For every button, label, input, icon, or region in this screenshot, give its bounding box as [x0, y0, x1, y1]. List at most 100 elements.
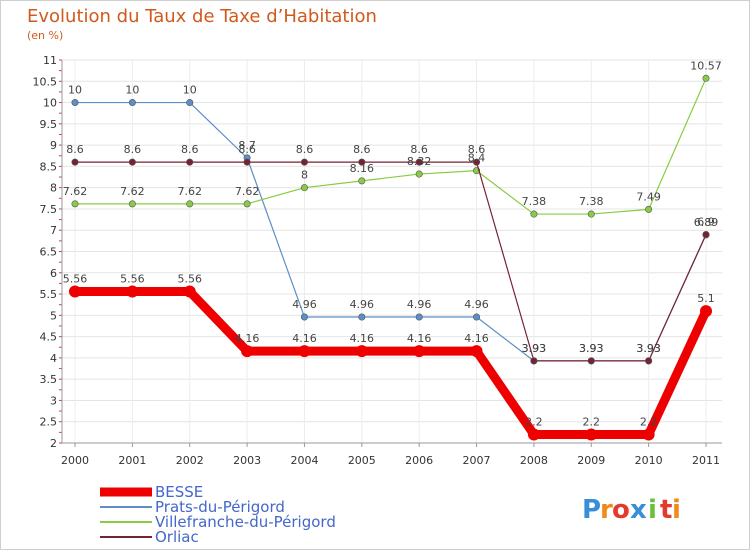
data-point	[358, 313, 366, 321]
data-point	[415, 313, 423, 321]
x-tick-label: 2007	[463, 454, 491, 467]
logo-letter: i	[672, 495, 681, 525]
data-point	[358, 177, 366, 185]
x-tick-label: 2009	[577, 454, 605, 467]
data-label: 4.96	[464, 298, 489, 311]
x-tick-label: 2001	[118, 454, 146, 467]
data-label: 5.56	[177, 273, 202, 286]
data-label: 3.93	[636, 342, 661, 355]
data-label: 7.62	[177, 185, 202, 198]
data-point	[645, 357, 653, 365]
data-point	[186, 99, 194, 107]
legend-label: Orliac	[155, 528, 199, 546]
data-label: 8.6	[181, 143, 199, 156]
data-label: 4.16	[464, 332, 489, 345]
x-tick-label: 2011	[692, 454, 720, 467]
data-point	[243, 200, 251, 208]
data-point	[241, 345, 254, 358]
y-tick-label: 5.5	[40, 288, 58, 301]
data-point	[71, 158, 79, 166]
legend-label: BESSE	[155, 483, 203, 501]
data-label: 4.16	[292, 332, 317, 345]
data-point	[300, 184, 308, 192]
data-label: 7.38	[579, 195, 604, 208]
data-label: 10.57	[690, 59, 722, 72]
data-label: 4.16	[407, 332, 432, 345]
data-label: 8.6	[238, 143, 256, 156]
x-tick-label: 2005	[348, 454, 376, 467]
y-tick-label: 4.5	[40, 331, 58, 344]
logo-letter: t	[660, 495, 672, 525]
y-tick-label: 7.5	[40, 203, 58, 216]
data-point	[702, 74, 710, 82]
series-line-besse	[70, 287, 711, 439]
y-tick-label: 6	[50, 267, 57, 280]
data-label: 7.49	[636, 190, 661, 203]
data-label: 3.93	[522, 342, 547, 355]
y-tick-label: 2	[50, 437, 57, 450]
data-label: 3.93	[522, 342, 547, 355]
x-tick-label: 2003	[233, 454, 261, 467]
logo-letter: P	[582, 495, 601, 525]
data-label: 6.9	[697, 215, 715, 228]
y-tick-label: 3.5	[40, 373, 58, 386]
data-point	[527, 428, 540, 441]
data-point	[126, 285, 139, 298]
data-label: 5.1	[697, 292, 715, 305]
data-label: 7.38	[522, 195, 547, 208]
y-tick-label: 6.5	[40, 246, 58, 259]
data-point	[585, 428, 598, 441]
data-label: 4.96	[407, 298, 432, 311]
data-label: 8.6	[124, 143, 142, 156]
data-point	[186, 200, 194, 208]
data-point	[530, 210, 538, 218]
data-label: 7.62	[63, 185, 88, 198]
logo-letter: o	[612, 495, 630, 525]
y-tick-label: 7	[50, 224, 57, 237]
y-tick-label: 9.5	[40, 118, 58, 131]
data-label: 8.4	[468, 152, 486, 165]
data-point	[587, 357, 595, 365]
data-label: 2.2	[640, 415, 658, 428]
data-point	[300, 158, 308, 166]
data-label: 8.6	[353, 143, 371, 156]
data-label: 10	[183, 84, 197, 97]
data-label: 4.16	[350, 332, 375, 345]
y-tick-label: 5	[50, 309, 57, 322]
x-tick-label: 2004	[290, 454, 318, 467]
data-point	[645, 205, 653, 213]
data-point	[298, 345, 311, 358]
data-label: 8	[301, 169, 308, 182]
data-label: 5.56	[120, 273, 145, 286]
x-tick-label: 2008	[520, 454, 548, 467]
data-label: 8.6	[296, 143, 314, 156]
y-tick-label: 8.5	[40, 160, 58, 173]
data-label: 4.96	[350, 298, 375, 311]
data-label: 8.7	[238, 139, 256, 152]
data-point	[183, 285, 196, 298]
data-label: 7.62	[120, 185, 145, 198]
data-label: 2.2	[525, 415, 543, 428]
data-label: 8.6	[410, 143, 428, 156]
series-line-orliac	[74, 161, 707, 362]
data-point	[358, 158, 366, 166]
y-tick-label: 4	[50, 352, 57, 365]
y-tick-label: 9	[50, 139, 57, 152]
data-label: 6.89	[694, 216, 719, 229]
legend-label: Villefranche-du-Périgord	[155, 513, 336, 531]
data-point	[702, 230, 710, 238]
data-label: 8.6	[66, 143, 84, 156]
y-tick-label: 2.5	[40, 416, 58, 429]
y-tick-label: 8	[50, 182, 57, 195]
logo-letter: x	[630, 495, 647, 525]
data-label: 2.2	[583, 415, 601, 428]
chart-title: Evolution du Taux de Taxe d’Habitation	[27, 6, 377, 27]
data-point	[473, 158, 481, 166]
data-point	[355, 345, 368, 358]
data-point	[243, 158, 251, 166]
y-tick-label: 10	[43, 97, 57, 110]
data-point	[700, 305, 712, 318]
data-label: 7.62	[235, 185, 260, 198]
